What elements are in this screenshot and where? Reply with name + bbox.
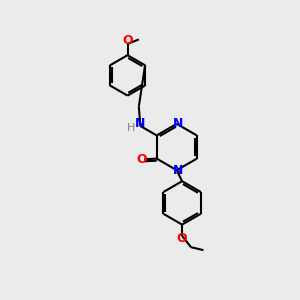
Text: O: O bbox=[122, 34, 133, 47]
Text: H: H bbox=[127, 123, 136, 133]
Text: N: N bbox=[173, 164, 183, 177]
Text: O: O bbox=[177, 232, 188, 245]
Text: O: O bbox=[136, 153, 147, 166]
Text: N: N bbox=[135, 117, 146, 130]
Text: N: N bbox=[173, 117, 183, 130]
